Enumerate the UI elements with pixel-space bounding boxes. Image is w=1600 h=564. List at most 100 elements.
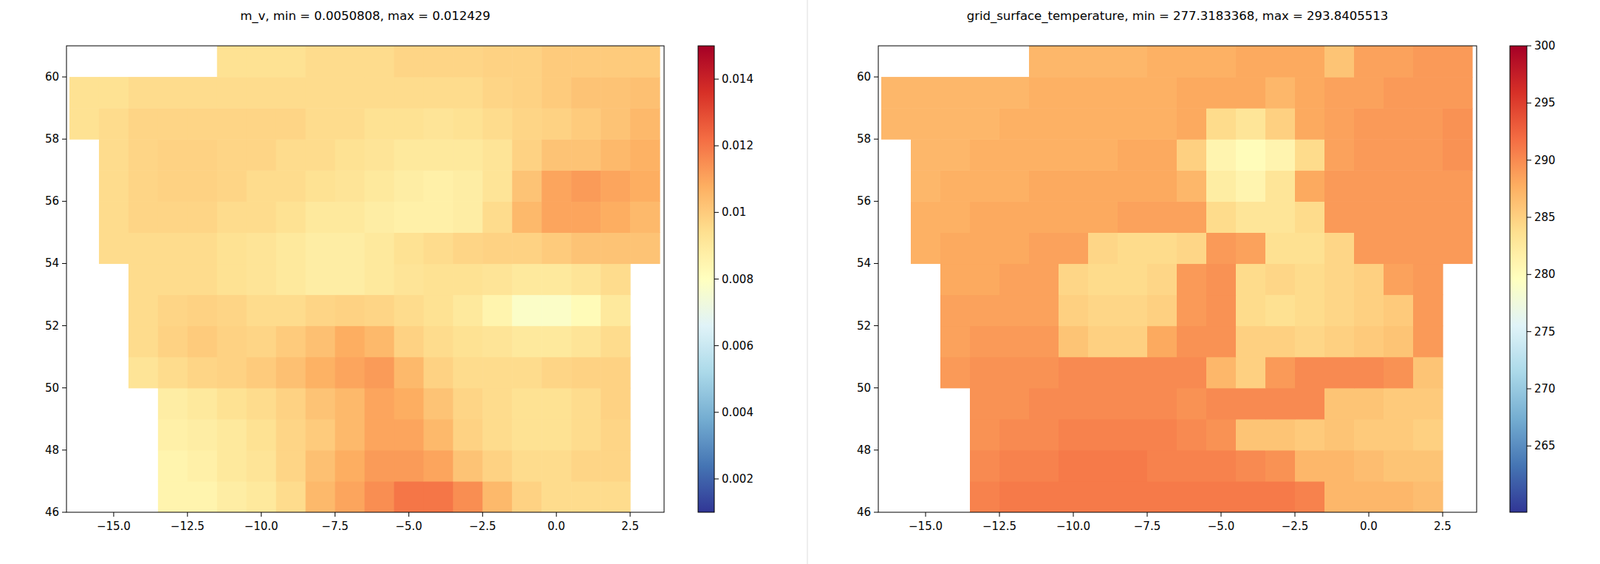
- cell: [1176, 76, 1208, 109]
- cell: [1324, 262, 1355, 295]
- cell: [1117, 107, 1148, 140]
- cell: [1206, 294, 1237, 327]
- x-tick-label: 2.5: [1433, 519, 1452, 533]
- cell: [541, 356, 572, 389]
- cell: [541, 231, 572, 264]
- cell: [1413, 449, 1444, 482]
- cell: [1413, 480, 1444, 512]
- cell: [364, 449, 396, 482]
- cell: [511, 200, 543, 233]
- cell: [393, 138, 425, 171]
- cell: [335, 45, 366, 78]
- cell: [1413, 45, 1444, 78]
- cell: [1383, 325, 1414, 358]
- cell: [1117, 45, 1148, 78]
- x-tick: [408, 511, 410, 517]
- axes-frame: [66, 45, 665, 512]
- x-tick: [1442, 511, 1444, 517]
- cell: [1088, 449, 1119, 482]
- cell: [969, 138, 1001, 171]
- cell: [571, 262, 602, 295]
- x-tick: [334, 511, 336, 517]
- colorbar-tick: [1526, 216, 1532, 218]
- colorbar-tick: [1526, 387, 1532, 389]
- cell: [217, 480, 248, 512]
- cell: [1324, 387, 1355, 420]
- cell: [1147, 418, 1178, 451]
- cell: [423, 480, 454, 512]
- cell: [1354, 200, 1385, 233]
- cell: [335, 387, 366, 420]
- colorbar-tick-label: 270: [1534, 381, 1556, 396]
- x-tick-label: −12.5: [170, 519, 205, 533]
- cell: [1294, 45, 1326, 78]
- x-tick-label: −15.0: [96, 519, 131, 533]
- cell: [246, 480, 278, 512]
- cell: [1413, 294, 1444, 327]
- cell: [1058, 418, 1089, 451]
- cells: [69, 45, 661, 512]
- cell: [1028, 231, 1060, 264]
- cell: [1294, 231, 1326, 264]
- cell: [999, 231, 1030, 264]
- cell: [1442, 45, 1473, 78]
- cell: [881, 107, 912, 140]
- cell: [1206, 262, 1237, 295]
- cell: [940, 107, 971, 140]
- cell: [511, 418, 543, 451]
- cell: [276, 200, 307, 233]
- y-tick: [62, 325, 67, 326]
- panel: grid_surface_temperature, min = 277.3183…: [856, 8, 1556, 533]
- cell: [1176, 449, 1208, 482]
- cell: [1383, 262, 1414, 295]
- colorbar-tick-label: 290: [1534, 153, 1556, 167]
- cell: [393, 76, 425, 109]
- cell: [1383, 169, 1414, 202]
- cell: [1206, 449, 1237, 482]
- cell: [1028, 45, 1060, 78]
- cell: [482, 325, 513, 358]
- cell: [482, 138, 513, 171]
- cell: [1354, 231, 1385, 264]
- cell: [1206, 200, 1237, 233]
- cell: [511, 231, 543, 264]
- cell: [482, 107, 513, 140]
- cell: [1413, 107, 1444, 140]
- cell: [999, 138, 1030, 171]
- cell: [335, 356, 366, 389]
- cell: [1354, 76, 1385, 109]
- cell: [999, 356, 1030, 389]
- cell: [217, 76, 248, 109]
- cell: [1117, 387, 1148, 420]
- cell: [158, 356, 189, 389]
- cell: [1235, 138, 1267, 171]
- cell: [600, 45, 631, 78]
- cell: [511, 356, 543, 389]
- y-tick-label: 60: [856, 70, 871, 84]
- cell: [999, 107, 1030, 140]
- cell: [1147, 294, 1178, 327]
- cell: [1265, 294, 1296, 327]
- cell: [128, 169, 159, 202]
- cell: [1235, 169, 1267, 202]
- cell: [600, 449, 631, 482]
- cell: [1028, 294, 1060, 327]
- x-tick: [1221, 511, 1222, 517]
- cell: [1147, 356, 1178, 389]
- cell: [158, 138, 189, 171]
- cell: [1354, 138, 1385, 171]
- cell: [305, 262, 337, 295]
- cell: [276, 418, 307, 451]
- cell: [511, 480, 543, 512]
- cell: [276, 325, 307, 358]
- cell: [305, 356, 337, 389]
- cell: [541, 387, 572, 420]
- cell: [128, 107, 159, 140]
- cell: [1265, 325, 1296, 358]
- cell: [1324, 231, 1355, 264]
- cell: [881, 76, 912, 109]
- x-tick-label: 0.0: [1359, 519, 1378, 533]
- cell: [482, 200, 513, 233]
- cell: [511, 449, 543, 482]
- cell: [940, 138, 971, 171]
